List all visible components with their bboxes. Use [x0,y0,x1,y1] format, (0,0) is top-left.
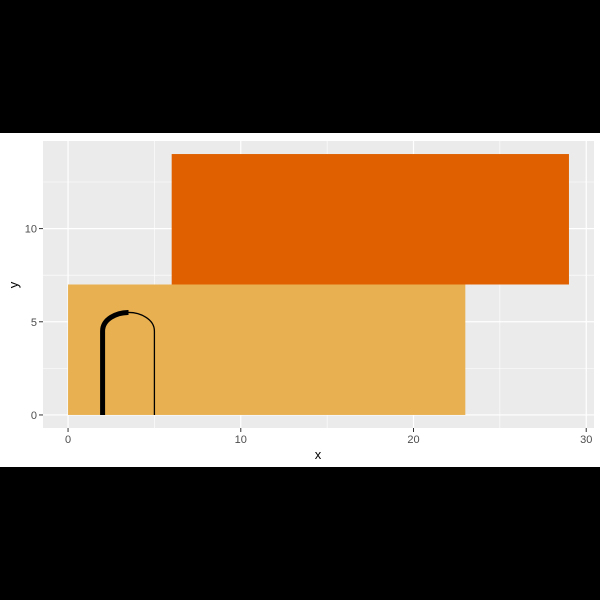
chart: 0 10 20 30 0 5 10 x y [6,141,594,462]
x-tick-label: 10 [235,434,247,446]
x-tick-label: 0 [65,434,71,446]
rect-2 [171,154,569,285]
rect-1 [68,284,466,415]
y-axis-title: y [6,281,21,288]
x-axis: 0 10 20 30 [65,428,592,446]
x-tick-label: 20 [407,434,419,446]
figure: 0 10 20 30 0 5 10 x y [0,133,600,467]
arch-path-layer [100,309,156,415]
x-tick-label: 30 [580,434,592,446]
arch-path-thick [100,309,129,415]
x-axis-title: x [315,447,322,462]
y-tick-label: 10 [25,224,37,236]
y-axis: 0 5 10 [25,224,43,422]
y-tick-label: 5 [31,317,37,329]
y-tick-label: 0 [31,410,37,422]
rect-layer [68,154,569,415]
